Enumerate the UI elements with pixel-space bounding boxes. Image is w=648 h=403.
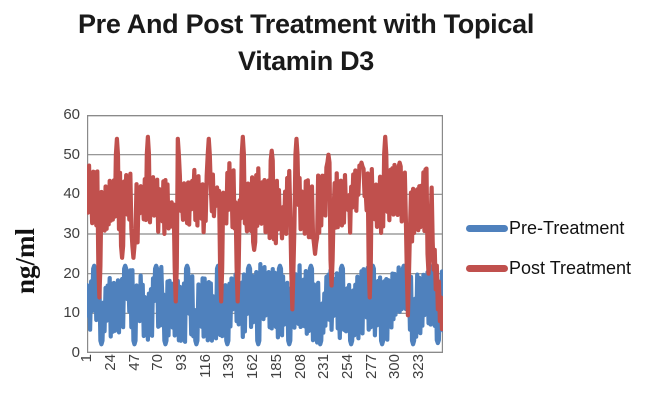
x-tick-label: 231: [315, 354, 332, 380]
x-tick-label: 162: [244, 354, 261, 380]
x-tick-label: 208: [292, 354, 309, 380]
y-tick-label: 30: [63, 225, 80, 242]
x-tick-label: 323: [410, 354, 427, 380]
series-line-post-treatment: [87, 134, 443, 332]
x-tick-label: 70: [149, 354, 166, 371]
y-tick-label: 10: [63, 304, 80, 321]
x-tick-label: 24: [102, 354, 119, 371]
series-line-pre-treatment: [87, 262, 443, 347]
x-tick-label: 139: [220, 354, 237, 380]
chart-title-line1: Pre And Post Treatment with Topical: [77, 9, 535, 39]
y-tick-label: 0: [71, 344, 80, 361]
x-tick-label: 93: [173, 354, 190, 371]
chart-title: Pre And Post Treatment with Topical Vita…: [0, 6, 612, 80]
x-tick-label: 254: [339, 354, 356, 380]
legend-item-pre-treatment: Pre-Treatment: [466, 216, 631, 240]
x-tick-label: 1: [78, 354, 95, 363]
legend-swatch-post-treatment: [466, 264, 508, 272]
x-tick-label: 277: [363, 354, 380, 380]
legend-item-post-treatment: Post Treatment: [466, 256, 631, 280]
chart-title-line2: Vitamin D3: [237, 46, 375, 76]
legend: Pre-Treatment Post Treatment: [466, 216, 631, 296]
x-tick-label: 47: [126, 354, 143, 371]
legend-swatch-pre-treatment: [466, 224, 508, 232]
x-tick-label: 300: [386, 354, 403, 380]
x-tick-label: 116: [197, 354, 214, 378]
plot-area: [87, 115, 443, 353]
x-tick-label: 185: [268, 354, 285, 380]
y-tick-label: 50: [63, 146, 80, 163]
y-tick-label: 20: [63, 265, 80, 282]
legend-label: Pre-Treatment: [509, 217, 625, 238]
y-tick-label: 40: [63, 185, 80, 202]
plot-border: [87, 115, 443, 353]
legend-label: Post Treatment: [509, 257, 632, 278]
y-tick-label: 60: [63, 106, 80, 123]
